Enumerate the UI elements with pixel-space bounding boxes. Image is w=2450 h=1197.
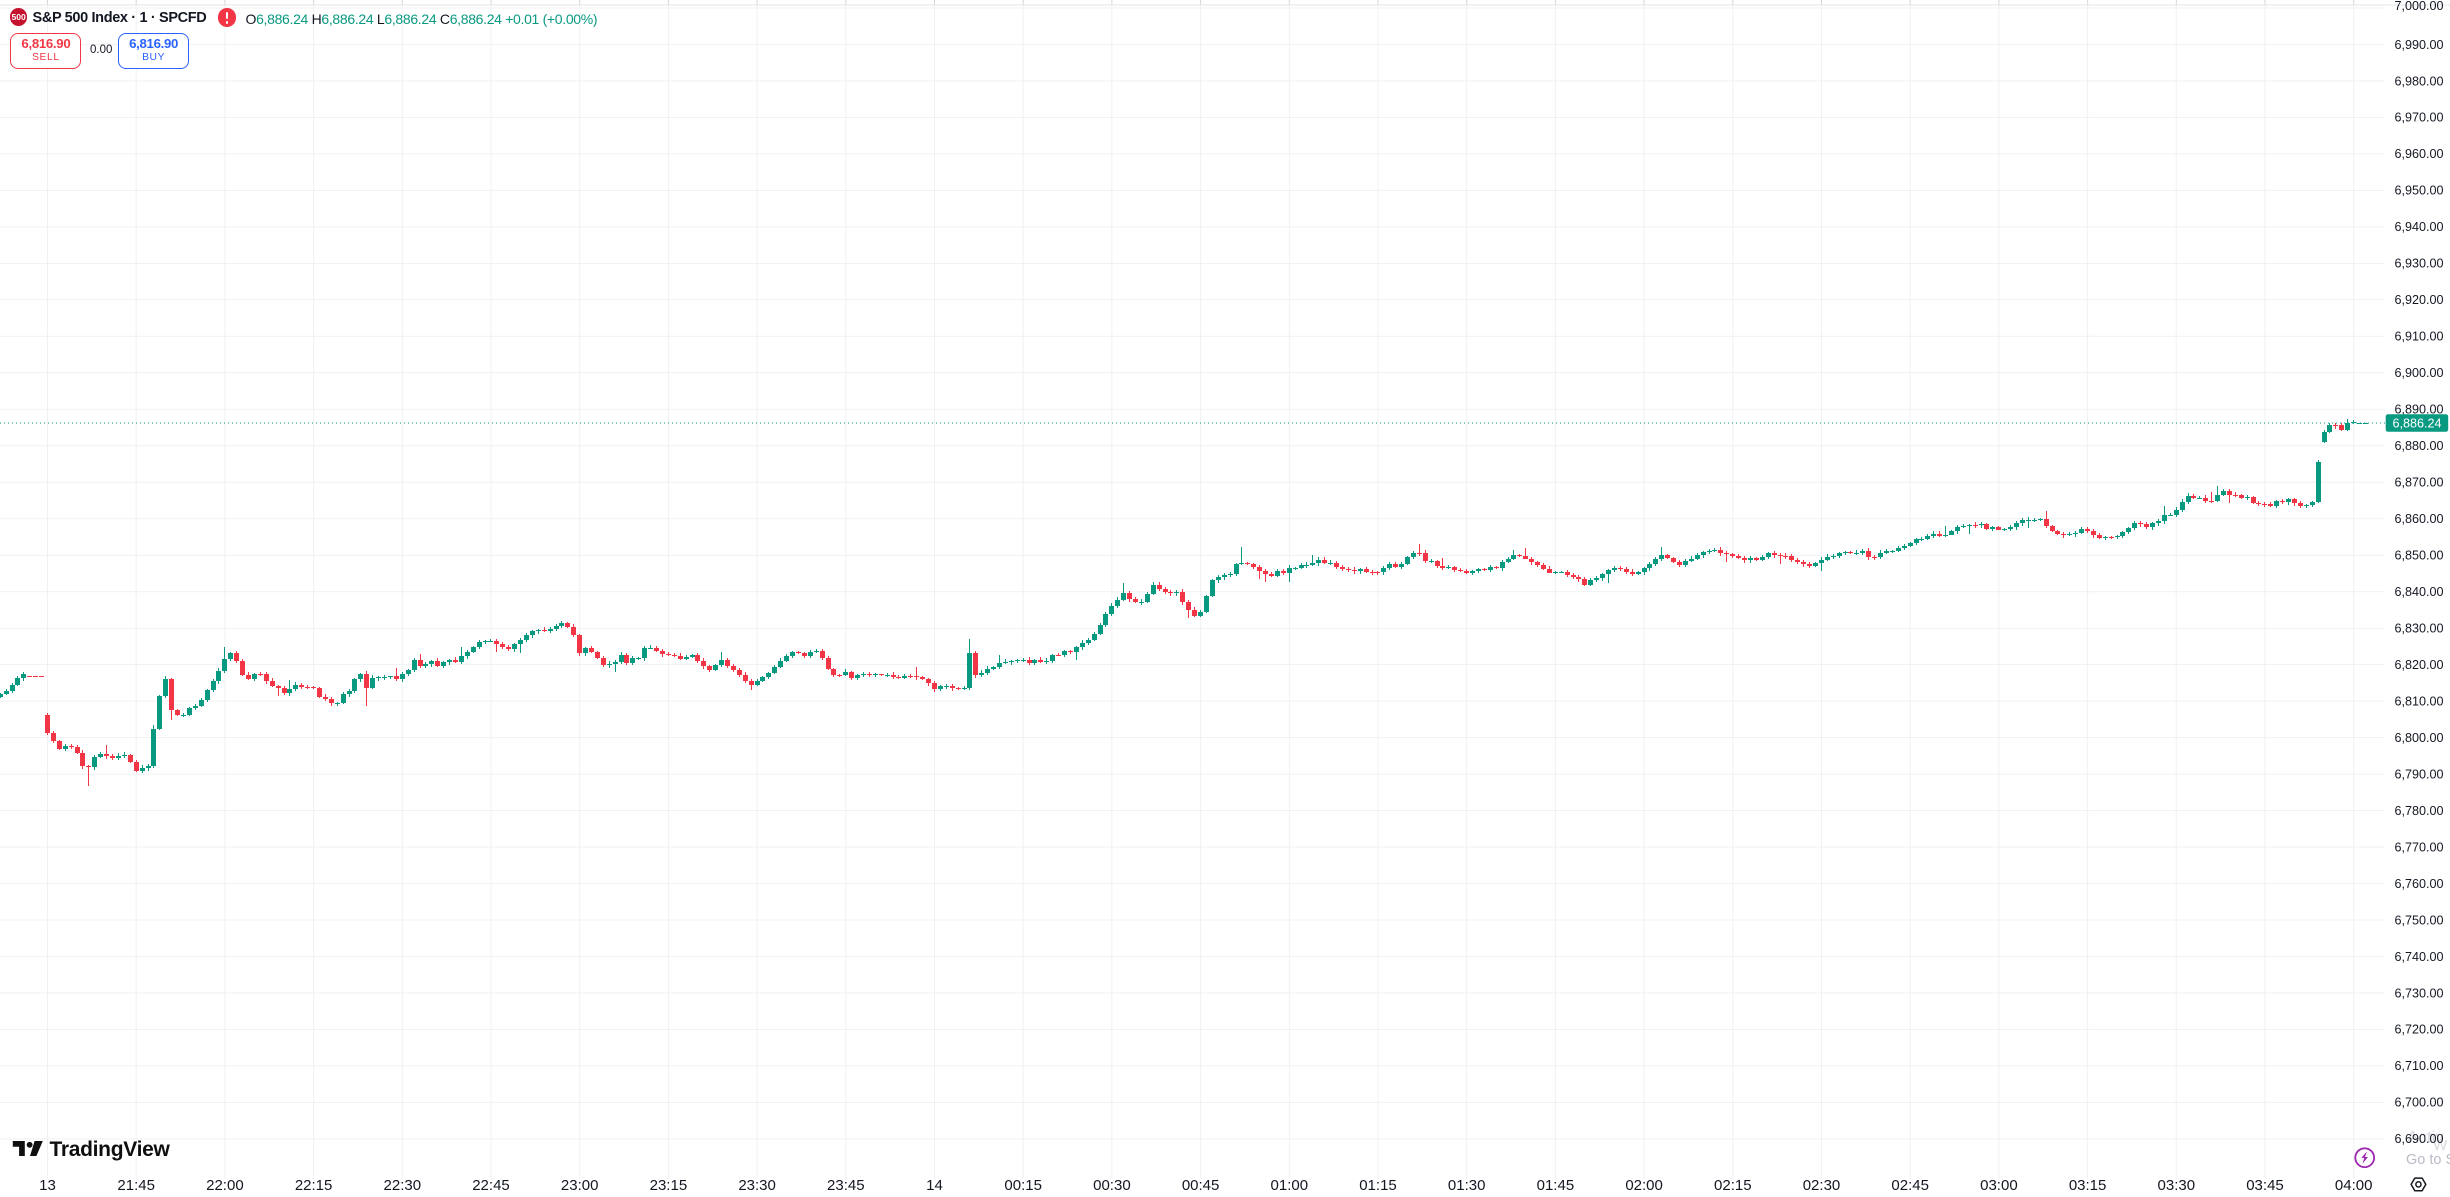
svg-text:02:00: 02:00 — [1625, 1177, 1663, 1194]
svg-text:Go to S: Go to S — [2406, 1152, 2450, 1168]
svg-text:6,750.00: 6,750.00 — [2395, 913, 2444, 927]
svg-text:6,870.00: 6,870.00 — [2395, 476, 2444, 490]
svg-text:6,850.00: 6,850.00 — [2395, 549, 2444, 563]
svg-text:6,940.00: 6,940.00 — [2395, 220, 2444, 234]
svg-text:6,830.00: 6,830.00 — [2395, 622, 2444, 636]
svg-text:02:15: 02:15 — [1714, 1177, 1752, 1194]
svg-text:W: W — [2433, 1137, 2448, 1154]
svg-text:01:15: 01:15 — [1359, 1177, 1397, 1194]
svg-text:22:45: 22:45 — [472, 1177, 510, 1194]
svg-text:Activ: Activ — [2407, 1128, 2444, 1147]
svg-text:22:30: 22:30 — [384, 1177, 422, 1194]
svg-text:03:30: 03:30 — [2158, 1177, 2196, 1194]
svg-text:6,950.00: 6,950.00 — [2395, 184, 2444, 198]
svg-text:14: 14 — [926, 1177, 943, 1194]
svg-text:6,880.00: 6,880.00 — [2395, 439, 2444, 453]
svg-text:6,886.24: 6,886.24 — [2392, 416, 2441, 430]
svg-text:6,820.00: 6,820.00 — [2395, 658, 2444, 672]
svg-text:03:00: 03:00 — [1980, 1177, 2018, 1194]
svg-text:6,860.00: 6,860.00 — [2395, 512, 2444, 526]
svg-text:6,900.00: 6,900.00 — [2395, 366, 2444, 380]
svg-text:6,810.00: 6,810.00 — [2395, 694, 2444, 708]
svg-text:TradingView: TradingView — [50, 1138, 171, 1161]
svg-text:7,000.00: 7,000.00 — [2395, 0, 2444, 13]
svg-text:6,970.00: 6,970.00 — [2395, 111, 2444, 125]
svg-text:00:15: 00:15 — [1004, 1177, 1042, 1194]
svg-text:6,890.00: 6,890.00 — [2395, 403, 2444, 417]
svg-text:6,790.00: 6,790.00 — [2395, 767, 2444, 781]
svg-text:01:45: 01:45 — [1537, 1177, 1575, 1194]
svg-text:6,990.00: 6,990.00 — [2395, 38, 2444, 52]
svg-text:6,770.00: 6,770.00 — [2395, 840, 2444, 854]
svg-text:6,910.00: 6,910.00 — [2395, 330, 2444, 344]
svg-text:6,960.00: 6,960.00 — [2395, 147, 2444, 161]
svg-text:22:15: 22:15 — [295, 1177, 333, 1194]
svg-text:22:00: 22:00 — [206, 1177, 244, 1194]
svg-text:01:00: 01:00 — [1271, 1177, 1309, 1194]
svg-text:13: 13 — [39, 1177, 56, 1194]
svg-text:01:30: 01:30 — [1448, 1177, 1486, 1194]
svg-text:02:45: 02:45 — [1891, 1177, 1929, 1194]
svg-text:6,690.00: 6,690.00 — [2395, 1132, 2444, 1146]
svg-text:23:45: 23:45 — [827, 1177, 865, 1194]
svg-text:6,720.00: 6,720.00 — [2395, 1023, 2444, 1037]
svg-text:6,730.00: 6,730.00 — [2395, 986, 2444, 1000]
svg-text:6,920.00: 6,920.00 — [2395, 293, 2444, 307]
svg-text:02:30: 02:30 — [1803, 1177, 1841, 1194]
svg-text:03:45: 03:45 — [2246, 1177, 2284, 1194]
svg-text:00:45: 00:45 — [1182, 1177, 1220, 1194]
svg-text:6,760.00: 6,760.00 — [2395, 877, 2444, 891]
svg-text:6,800.00: 6,800.00 — [2395, 731, 2444, 745]
svg-text:6,700.00: 6,700.00 — [2395, 1096, 2444, 1110]
svg-text:00:30: 00:30 — [1093, 1177, 1131, 1194]
svg-text:6,740.00: 6,740.00 — [2395, 950, 2444, 964]
svg-text:6,710.00: 6,710.00 — [2395, 1059, 2444, 1073]
svg-text:03:15: 03:15 — [2069, 1177, 2107, 1194]
svg-text:6,840.00: 6,840.00 — [2395, 585, 2444, 599]
svg-text:6,930.00: 6,930.00 — [2395, 257, 2444, 271]
svg-text:23:30: 23:30 — [738, 1177, 776, 1194]
svg-text:04:00: 04:00 — [2335, 1177, 2373, 1194]
svg-text:6,980.00: 6,980.00 — [2395, 74, 2444, 88]
svg-text:21:45: 21:45 — [117, 1177, 155, 1194]
svg-text:23:00: 23:00 — [561, 1177, 599, 1194]
svg-text:6,780.00: 6,780.00 — [2395, 804, 2444, 818]
svg-text:23:15: 23:15 — [650, 1177, 688, 1194]
